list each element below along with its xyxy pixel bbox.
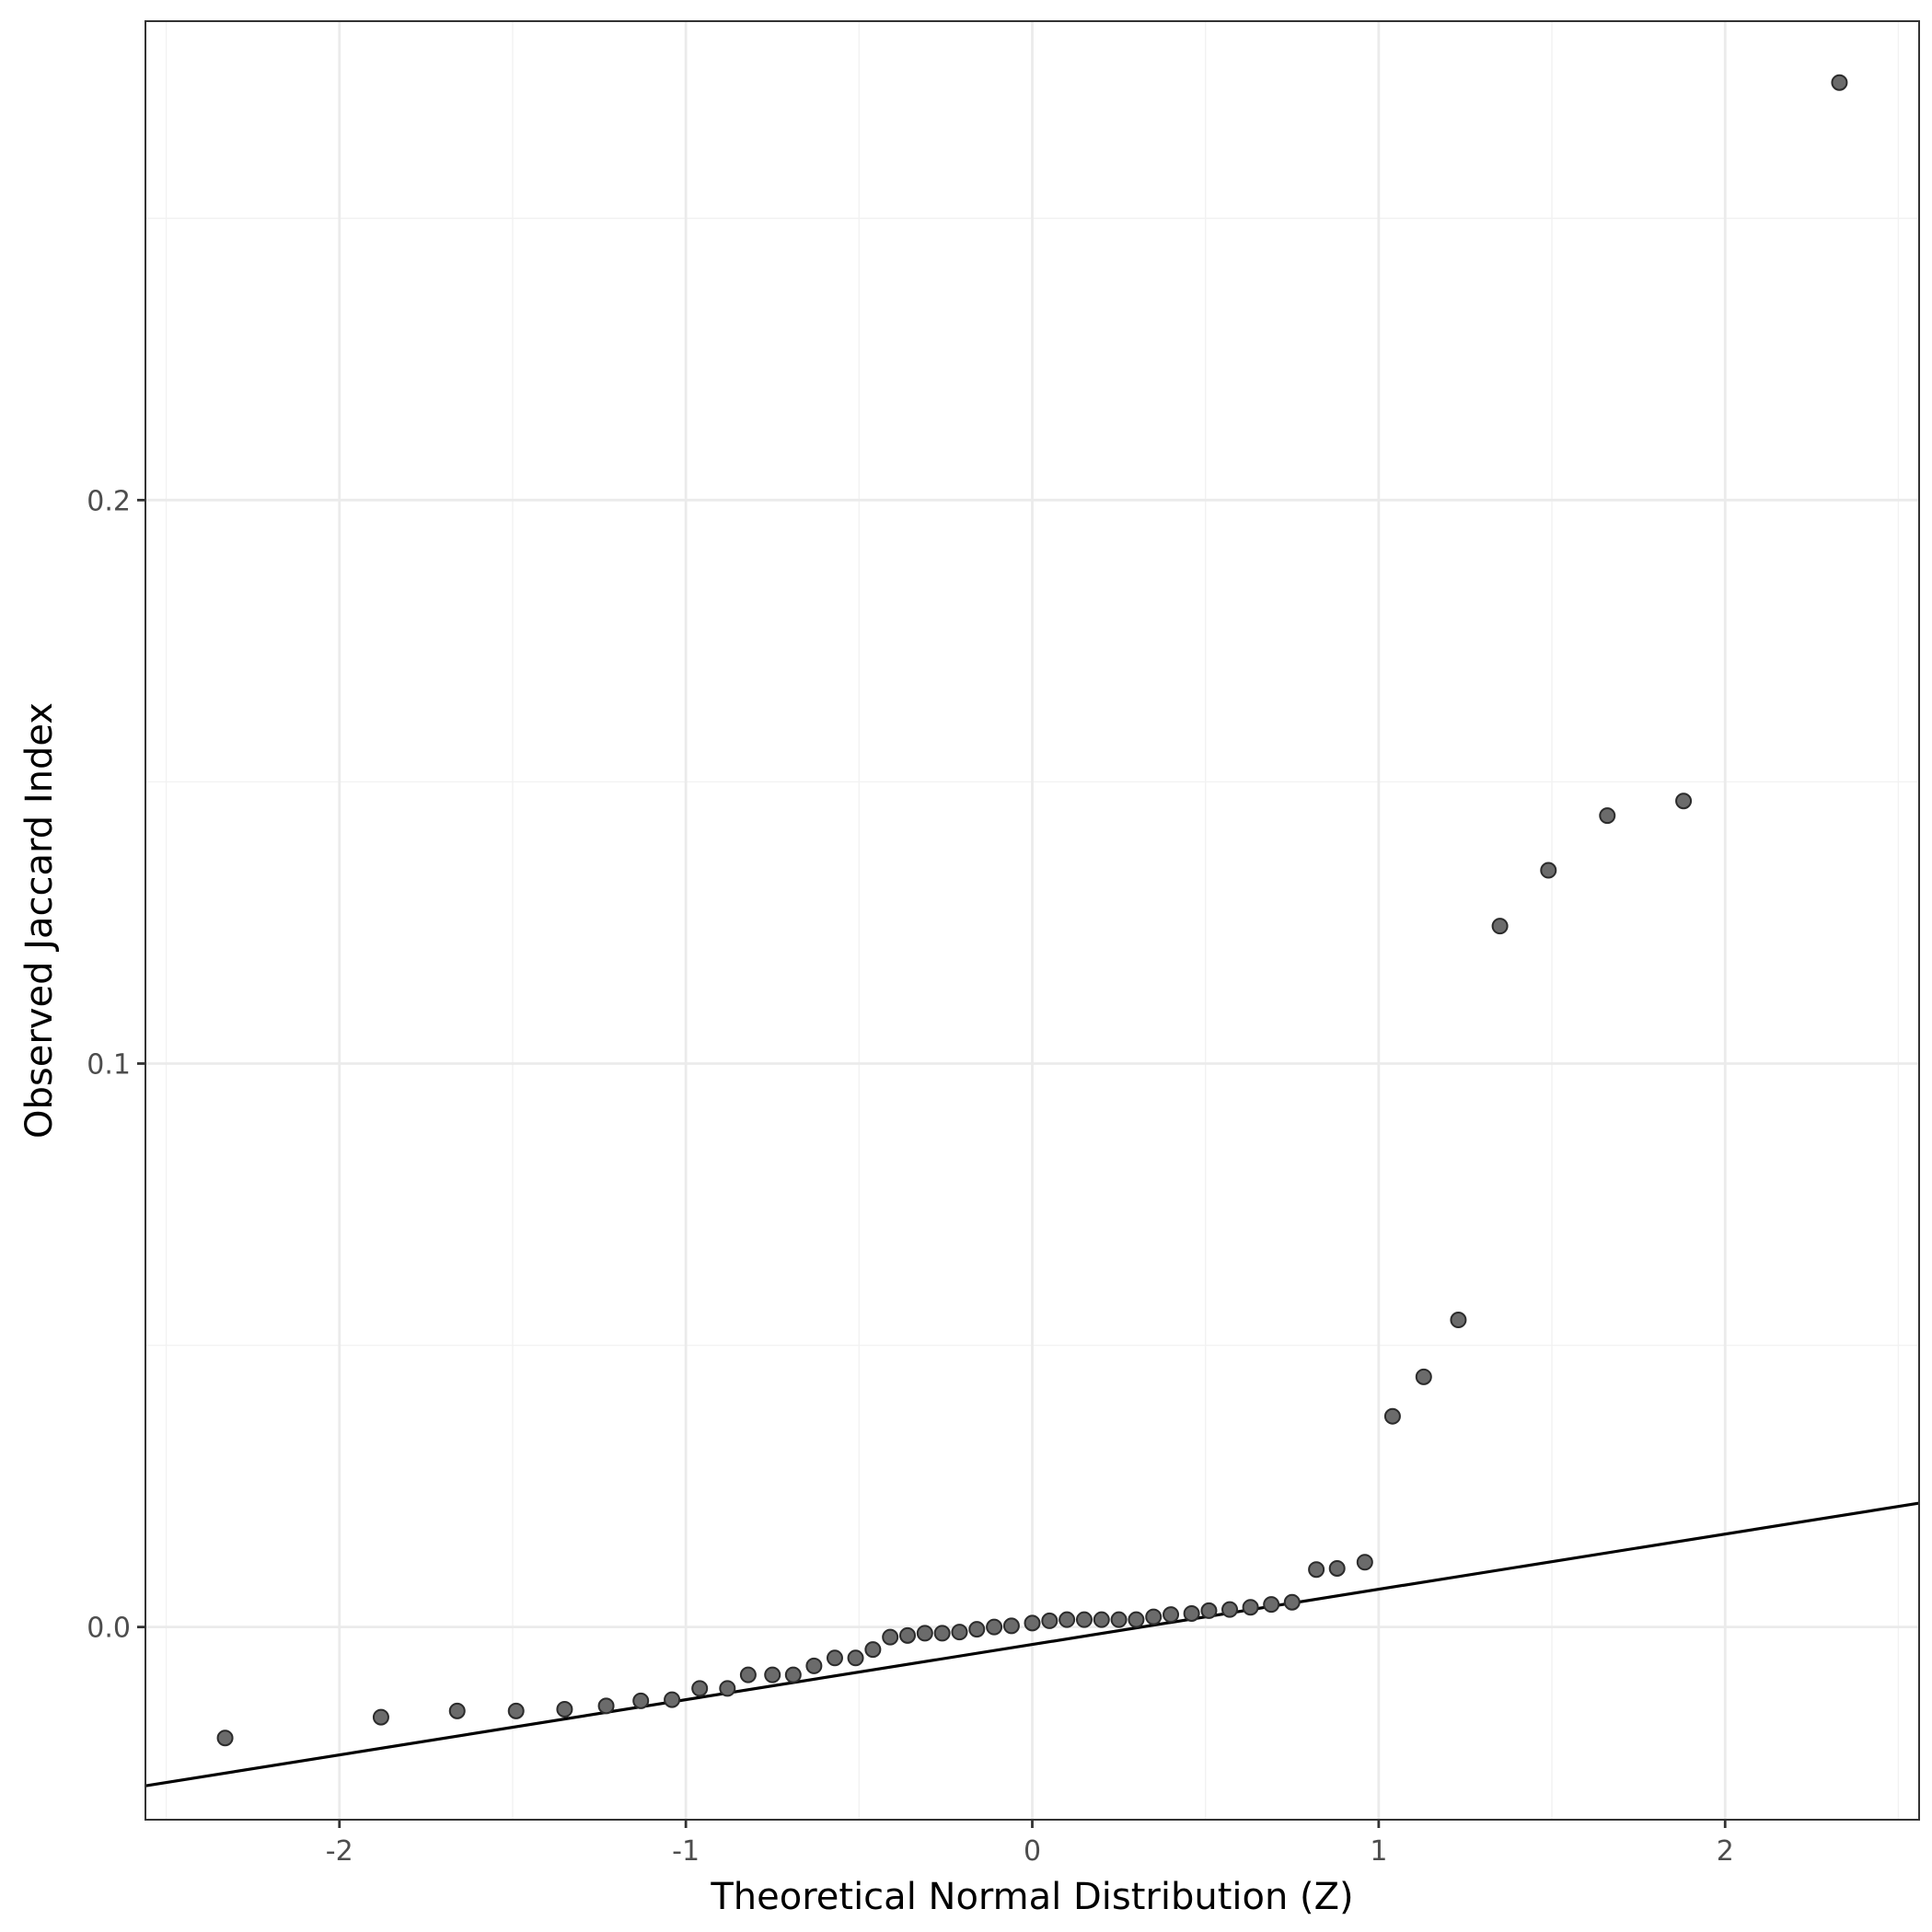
data-point — [691, 1680, 709, 1697]
data-point — [1041, 1612, 1059, 1629]
data-point — [899, 1626, 917, 1644]
data-point — [1163, 1606, 1180, 1624]
data-point — [1599, 807, 1616, 825]
data-point — [826, 1649, 843, 1667]
y-tick-label: 0.1 — [87, 1048, 131, 1081]
data-point — [916, 1625, 933, 1642]
x-tick-label: 2 — [1717, 1835, 1734, 1868]
reference-line — [145, 1501, 1920, 1787]
data-point — [372, 1708, 389, 1726]
data-point — [1024, 1614, 1041, 1632]
data-point — [1356, 1554, 1373, 1571]
data-point — [1200, 1602, 1218, 1619]
data-point — [597, 1697, 615, 1715]
data-point — [448, 1702, 466, 1719]
data-point — [784, 1666, 802, 1683]
y-tick-label: 0.0 — [87, 1613, 131, 1645]
data-point — [556, 1701, 573, 1718]
data-point — [1263, 1596, 1280, 1614]
data-point — [507, 1702, 525, 1719]
data-point — [739, 1666, 757, 1683]
data-point — [1308, 1561, 1325, 1579]
major-gridlines — [145, 21, 1919, 1820]
data-point — [719, 1680, 736, 1697]
data-point — [1675, 792, 1693, 810]
data-point — [1831, 74, 1848, 91]
y-tick-label: 0.2 — [87, 485, 131, 517]
points-layer — [216, 74, 1848, 1747]
data-point — [1110, 1611, 1128, 1628]
data-point — [805, 1657, 823, 1674]
data-point — [968, 1621, 986, 1638]
data-point — [986, 1618, 1003, 1636]
data-point — [1491, 918, 1509, 935]
data-point — [1383, 1407, 1401, 1425]
data-point — [1183, 1604, 1200, 1622]
data-point — [1242, 1599, 1259, 1616]
data-point — [1221, 1601, 1239, 1618]
y-axis-ticks: 0.0 0.1 0.2 — [87, 485, 145, 1645]
data-point — [1059, 1611, 1076, 1628]
x-tick-label: -2 — [326, 1835, 353, 1868]
data-point — [882, 1628, 899, 1646]
x-tick-label: 1 — [1370, 1835, 1387, 1868]
data-point — [933, 1625, 951, 1642]
x-tick-label: -1 — [672, 1835, 700, 1868]
data-point — [847, 1649, 864, 1667]
data-point — [632, 1692, 650, 1709]
data-point — [664, 1691, 681, 1708]
data-point — [216, 1730, 234, 1747]
reference-line-layer — [145, 1501, 1920, 1787]
data-point — [764, 1666, 781, 1683]
data-point — [1093, 1611, 1110, 1628]
x-tick-label: 0 — [1024, 1835, 1041, 1868]
data-point — [1128, 1611, 1145, 1628]
x-axis-ticks: -2 -1 0 1 2 — [326, 1820, 1734, 1868]
data-point — [1002, 1617, 1020, 1635]
data-point — [1283, 1593, 1301, 1611]
x-axis-title: Theoretical Normal Distribution (Z) — [710, 1876, 1353, 1918]
data-point — [1328, 1559, 1346, 1577]
y-axis-title: Observed Jaccard Index — [18, 702, 61, 1139]
data-point — [1450, 1312, 1467, 1329]
data-point — [864, 1641, 882, 1659]
data-point — [1075, 1611, 1093, 1628]
data-point — [1145, 1608, 1163, 1625]
data-point — [1540, 862, 1557, 879]
data-point — [951, 1624, 968, 1641]
data-point — [1415, 1368, 1432, 1385]
